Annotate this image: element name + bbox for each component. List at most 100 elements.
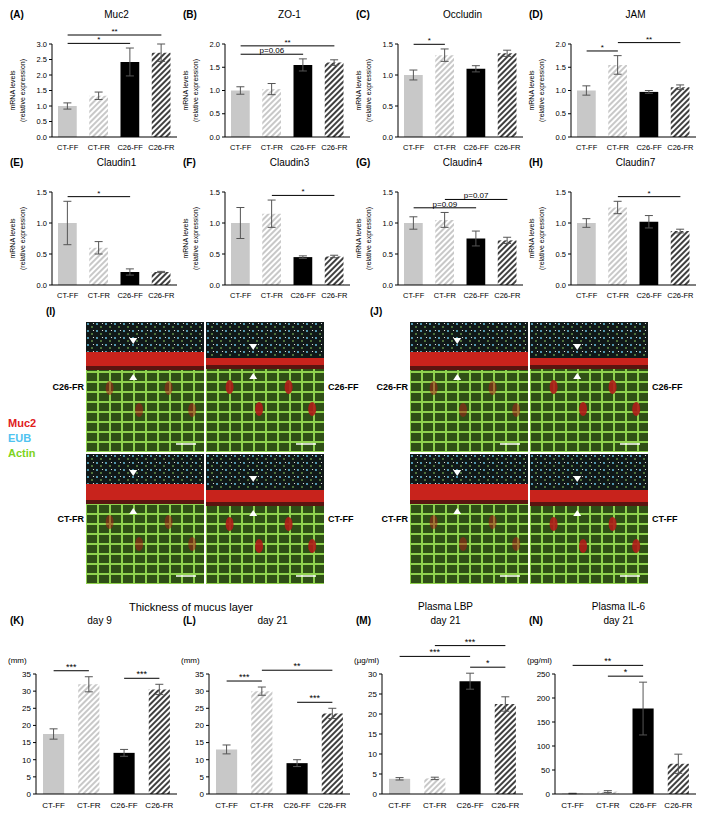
svg-text:CT-FF: CT-FF — [215, 801, 238, 810]
svg-text:2.0: 2.0 — [556, 40, 566, 49]
svg-text:35: 35 — [22, 670, 31, 679]
svg-text:10: 10 — [368, 750, 377, 759]
svg-text:CT-FR: CT-FR — [434, 143, 457, 152]
svg-text:CT-FR: CT-FR — [607, 291, 630, 300]
svg-text:5: 5 — [373, 770, 378, 779]
svg-text:C26-FF: C26-FF — [630, 801, 657, 810]
svg-text:0: 0 — [27, 790, 32, 799]
svg-text:**: ** — [294, 661, 302, 671]
svg-text:25: 25 — [195, 704, 204, 713]
svg-text:C26-FR: C26-FR — [321, 143, 348, 152]
svg-text:C26-FF: C26-FF — [290, 143, 316, 152]
svg-text:0.0: 0.0 — [556, 133, 566, 142]
svg-text:CT-FF: CT-FF — [42, 801, 65, 810]
svg-text:CT-FR: CT-FR — [423, 801, 447, 810]
svg-text:CT-FR: CT-FR — [250, 801, 274, 810]
svg-text:C26-FR: C26-FR — [494, 143, 521, 152]
svg-text:C26-FF: C26-FF — [457, 801, 484, 810]
svg-text:C26-FR: C26-FR — [491, 801, 519, 810]
svg-text:***: *** — [309, 693, 320, 703]
svg-text:25: 25 — [368, 690, 377, 699]
svg-text:*: * — [428, 36, 431, 45]
svg-text:CT-FR: CT-FR — [607, 143, 630, 152]
svg-text:***: *** — [239, 672, 250, 682]
svg-text:C26-FR: C26-FR — [318, 801, 346, 810]
svg-text:30: 30 — [368, 670, 377, 679]
svg-text:10: 10 — [195, 756, 204, 765]
svg-text:0.5: 0.5 — [37, 117, 47, 126]
svg-text:1.5: 1.5 — [383, 188, 393, 197]
svg-text:20: 20 — [195, 721, 204, 730]
svg-text:CT-FF: CT-FF — [230, 143, 252, 152]
svg-text:20: 20 — [22, 721, 31, 730]
svg-text:2.0: 2.0 — [37, 71, 47, 80]
svg-text:0.0: 0.0 — [37, 281, 47, 290]
svg-text:1.5: 1.5 — [37, 188, 47, 197]
svg-text:1.5: 1.5 — [37, 86, 47, 95]
svg-text:C26-FF: C26-FF — [284, 801, 311, 810]
svg-text:15: 15 — [195, 738, 204, 747]
svg-text:0.5: 0.5 — [556, 109, 566, 118]
svg-text:*: * — [624, 667, 628, 677]
svg-text:1.0: 1.0 — [383, 219, 393, 228]
svg-text:0.0: 0.0 — [210, 281, 220, 290]
svg-text:*: * — [648, 189, 651, 198]
svg-text:**: ** — [111, 27, 117, 36]
svg-text:C26-FF: C26-FF — [111, 801, 138, 810]
svg-text:1.5: 1.5 — [556, 188, 566, 197]
svg-text:150: 150 — [537, 718, 551, 727]
svg-text:1.0: 1.0 — [556, 219, 566, 228]
svg-text:*: * — [302, 187, 305, 196]
svg-text:CT-FF: CT-FF — [576, 143, 598, 152]
svg-text:1.0: 1.0 — [556, 86, 566, 95]
svg-text:10: 10 — [22, 756, 31, 765]
svg-text:CT-FF: CT-FF — [57, 143, 79, 152]
svg-text:C26-FR: C26-FR — [145, 801, 173, 810]
svg-text:35: 35 — [195, 670, 204, 679]
svg-text:CT-FR: CT-FR — [596, 801, 620, 810]
svg-text:*: * — [486, 658, 490, 668]
svg-text:C26-FF: C26-FF — [636, 291, 662, 300]
svg-text:C26-FR: C26-FR — [494, 291, 521, 300]
svg-text:***: *** — [465, 637, 476, 647]
svg-text:0: 0 — [546, 790, 551, 799]
svg-text:1.0: 1.0 — [37, 219, 47, 228]
svg-text:1.5: 1.5 — [556, 63, 566, 72]
svg-text:0.5: 0.5 — [556, 250, 566, 259]
svg-text:C26-FF: C26-FF — [117, 291, 143, 300]
svg-text:0: 0 — [373, 790, 378, 799]
svg-text:*: * — [601, 43, 604, 52]
svg-text:CT-FF: CT-FF — [561, 801, 584, 810]
svg-text:15: 15 — [368, 730, 377, 739]
svg-text:0.0: 0.0 — [210, 133, 220, 142]
svg-text:1.0: 1.0 — [210, 219, 220, 228]
svg-text:CT-FF: CT-FF — [57, 291, 79, 300]
svg-text:0.5: 0.5 — [210, 250, 220, 259]
svg-text:30: 30 — [195, 687, 204, 696]
svg-text:C26-FR: C26-FR — [148, 143, 175, 152]
svg-text:5: 5 — [200, 773, 205, 782]
svg-text:C26-FR: C26-FR — [667, 291, 694, 300]
svg-text:C26-FF: C26-FF — [636, 143, 662, 152]
svg-text:20: 20 — [368, 710, 377, 719]
svg-text:C26-FF: C26-FF — [290, 291, 316, 300]
svg-text:1.5: 1.5 — [210, 188, 220, 197]
svg-text:C26-FR: C26-FR — [148, 291, 175, 300]
svg-text:CT-FF: CT-FF — [230, 291, 252, 300]
svg-text:0.0: 0.0 — [37, 133, 47, 142]
svg-text:C26-FF: C26-FF — [463, 291, 489, 300]
svg-text:CT-FR: CT-FR — [88, 291, 111, 300]
svg-text:C26-FF: C26-FF — [117, 143, 143, 152]
svg-text:C26-FR: C26-FR — [667, 143, 694, 152]
svg-text:CT-FF: CT-FF — [576, 291, 598, 300]
svg-text:0.0: 0.0 — [383, 133, 393, 142]
svg-text:0.5: 0.5 — [210, 109, 220, 118]
svg-text:50: 50 — [541, 766, 550, 775]
svg-text:0.5: 0.5 — [383, 250, 393, 259]
svg-text:***: *** — [430, 647, 441, 657]
svg-text:p=0.07: p=0.07 — [464, 191, 489, 200]
svg-text:**: ** — [284, 38, 290, 47]
svg-text:15: 15 — [22, 738, 31, 747]
svg-text:100: 100 — [537, 742, 551, 751]
svg-text:C26-FR: C26-FR — [664, 801, 692, 810]
